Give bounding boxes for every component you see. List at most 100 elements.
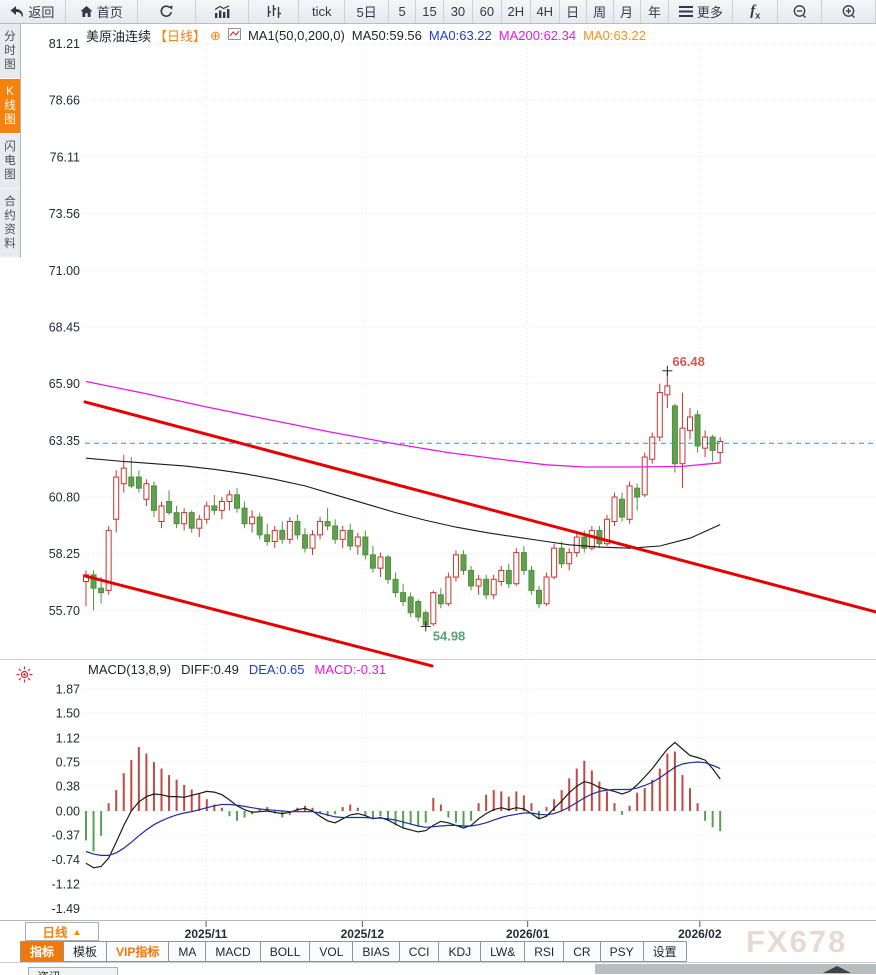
period-month-button[interactable]: 月	[614, 0, 641, 23]
bottom-scrollbar[interactable]	[595, 964, 876, 974]
zoom-in-button[interactable]	[822, 0, 876, 23]
indicator-tab-模板[interactable]: 模板	[64, 941, 108, 962]
sidebar-item-lightning-chart-label: 闪电图	[4, 141, 16, 181]
indicator-tab-cr[interactable]: CR	[564, 941, 601, 962]
period-day-button[interactable]: 日	[560, 0, 587, 23]
sidebar-item-contract-info[interactable]: 合约资料	[0, 189, 21, 258]
period-year-button[interactable]: 年	[641, 0, 670, 23]
interval-tick-button[interactable]: tick	[299, 0, 346, 23]
indicator-tab-rsi[interactable]: RSI	[525, 941, 565, 962]
ma50-line	[85, 457, 721, 549]
indicator-tab-vip指标[interactable]: VIP指标	[107, 941, 170, 962]
sidebar-item-kline-chart[interactable]: K线图	[0, 79, 21, 134]
interval-30-button[interactable]: 30	[444, 0, 473, 23]
collapse-arrow-icon[interactable]	[823, 966, 851, 973]
diff-value: DIFF:0.49	[181, 662, 239, 677]
svg-text:71.00: 71.00	[49, 264, 80, 278]
back-button[interactable]: 返回	[0, 0, 66, 23]
svg-text:0.00: 0.00	[56, 805, 80, 819]
svg-text:65.90: 65.90	[49, 377, 80, 391]
indicator-tab-指标[interactable]: 指标	[20, 941, 65, 962]
chart-type-candle-button[interactable]	[249, 0, 300, 23]
svg-text:68.45: 68.45	[49, 321, 80, 335]
sidebar-item-lightning-chart[interactable]: 闪电图	[0, 134, 21, 189]
svg-text:76.11: 76.11	[50, 150, 80, 164]
svg-text:2025/11: 2025/11	[185, 927, 228, 941]
zoom-out-button[interactable]	[778, 0, 823, 23]
svg-text:2026/02: 2026/02	[678, 927, 722, 941]
indicator-tab-kdj[interactable]: KDJ	[439, 941, 482, 962]
svg-text:55.70: 55.70	[49, 604, 80, 618]
indicator-tab-macd[interactable]: MACD	[206, 941, 261, 962]
interval-5d-button[interactable]: 5日	[345, 0, 390, 23]
price-axis-labels: 81.21 78.66 76.11 73.56 71.00 68.45 65.90 63.35…	[49, 37, 80, 618]
svg-text:2026/01: 2026/01	[506, 927, 550, 941]
watermark-logo: FX678	[746, 924, 848, 959]
ma-formula: MA1(50,0,200,0)	[247, 28, 345, 43]
interval-30-button-label: 30	[450, 4, 466, 19]
mini-chart-icon[interactable]	[227, 28, 241, 43]
date-axis: 2025/11 2025/12 2026/01 2026/02	[185, 44, 722, 941]
interval-5-button[interactable]: 5	[389, 0, 417, 23]
chevron-up-icon: ▲	[72, 926, 82, 937]
ma200-line	[85, 380, 721, 468]
candlestick-series	[83, 370, 724, 627]
diff-line	[85, 741, 721, 869]
high-annotation: 66.48	[662, 354, 705, 376]
more-button-label: 更多	[696, 5, 723, 20]
home-button[interactable]: 首页	[66, 0, 138, 23]
svg-text:54.98: 54.98	[433, 628, 466, 643]
indicator-settings-icon[interactable]	[16, 666, 33, 688]
interval-4h-button-label: 4H	[536, 4, 554, 19]
divider	[0, 962, 876, 963]
interval-tick-button-label: tick	[311, 4, 332, 19]
svg-text:63.35: 63.35	[49, 434, 80, 448]
price-chart-header: 美原油连续 【日线】 ⊕ MA1(50,0,200,0) MA50:59.56 …	[86, 26, 646, 45]
svg-text:1.12: 1.12	[56, 731, 80, 745]
indicator-tab-psy[interactable]: PSY	[600, 941, 644, 962]
period-week-button-label: 周	[593, 5, 607, 20]
interval-4h-button[interactable]: 4H	[531, 0, 560, 23]
svg-text:-1.49: -1.49	[52, 902, 81, 916]
interval-60-button-label: 60	[479, 4, 495, 19]
symbol-name: 美原油连续	[86, 29, 152, 44]
indicator-tab-设置[interactable]: 设置	[643, 941, 687, 962]
add-indicator-icon[interactable]: ⊕	[210, 27, 221, 43]
interval-15-button[interactable]: 15	[416, 0, 444, 23]
svg-text:73.56: 73.56	[49, 207, 80, 221]
indicator-tab-lw&[interactable]: LW&	[481, 941, 526, 962]
indicator-tab-vol[interactable]: VOL	[310, 941, 354, 962]
partial-bottom-tab-label: 资讯	[29, 968, 117, 975]
svg-text:66.48: 66.48	[672, 354, 705, 369]
period-week-button[interactable]: 周	[587, 0, 614, 23]
chart-type-sidebar: 分时图 K线图闪电图合约资料	[0, 24, 21, 258]
chart-type-bar-button[interactable]	[196, 0, 250, 23]
trendlines	[83, 400, 876, 668]
period-month-button-label: 月	[620, 5, 634, 20]
interval-5d-button-label: 5日	[356, 5, 377, 20]
macd-histogram	[85, 747, 722, 852]
sidebar-item-time-chart-label: 分时图	[4, 31, 16, 71]
formula-button[interactable]: fx	[733, 0, 779, 23]
ma200-value: MA200:62.34	[498, 28, 577, 43]
svg-text:-0.37: -0.37	[52, 829, 81, 843]
svg-text:0.75: 0.75	[56, 756, 80, 770]
indicator-tab-cci[interactable]: CCI	[399, 941, 440, 962]
sidebar-item-contract-info-label: 合约资料	[4, 196, 16, 250]
sidebar-item-time-chart[interactable]: 分时图	[0, 24, 21, 79]
interval-2h-button[interactable]: 2H	[502, 0, 531, 23]
refresh-button[interactable]	[138, 0, 196, 23]
indicator-tab-ma[interactable]: MA	[169, 941, 207, 962]
partial-bottom-tab[interactable]: 资讯	[28, 967, 118, 975]
back-button-label: 返回	[28, 5, 55, 20]
top-toolbar: 返回 首页 tick 5日 5 15 30 60 2H 4H 日周月年 更多 fx	[0, 0, 876, 24]
interval-60-button[interactable]: 60	[473, 0, 502, 23]
more-button[interactable]: 更多	[669, 0, 734, 23]
interval-2h-button-label: 2H	[507, 4, 525, 19]
home-button-label: 首页	[96, 5, 123, 20]
ma0-value-blue: MA0:63.22	[428, 28, 492, 43]
indicator-tab-boll[interactable]: BOLL	[260, 941, 311, 962]
indicator-tab-bias[interactable]: BIAS	[353, 941, 400, 962]
period-selector[interactable]: 日线 ▲	[25, 922, 99, 941]
